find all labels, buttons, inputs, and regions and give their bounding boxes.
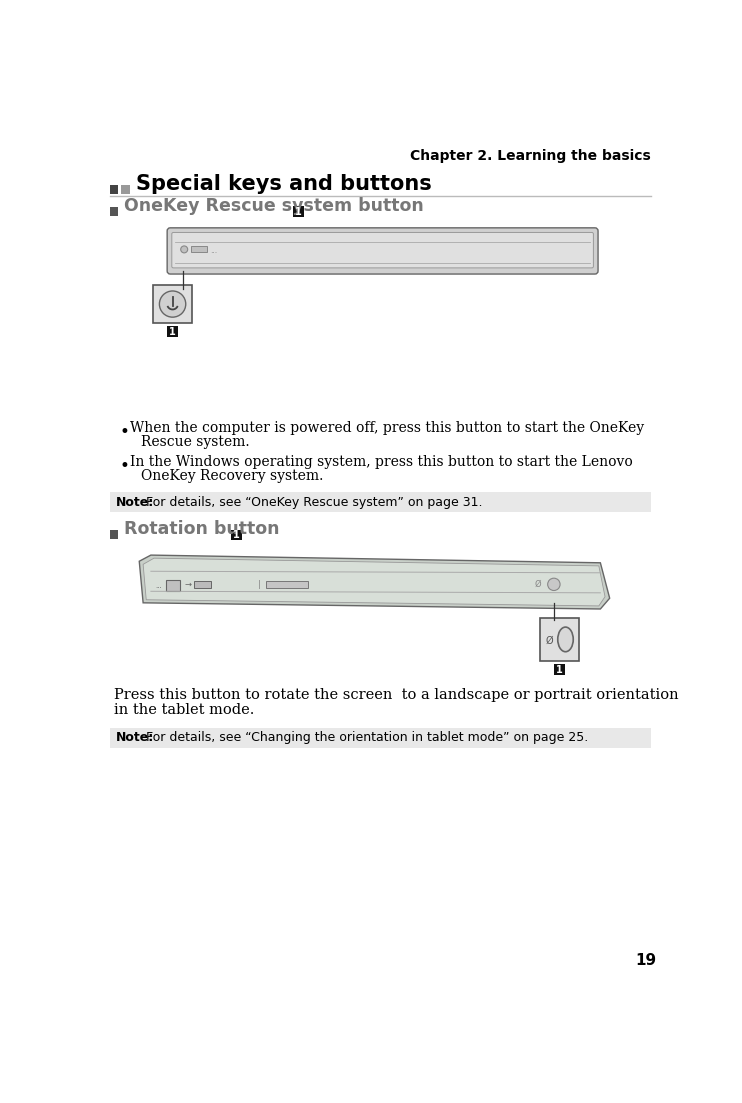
Bar <box>166 580 180 590</box>
Polygon shape <box>139 555 610 609</box>
Text: Note:: Note: <box>116 731 154 745</box>
Text: 1: 1 <box>556 665 562 675</box>
Text: in the tablet mode.: in the tablet mode. <box>114 703 255 717</box>
Text: Special keys and buttons: Special keys and buttons <box>136 174 432 194</box>
Bar <box>231 529 242 540</box>
Ellipse shape <box>558 628 574 652</box>
Text: |: | <box>257 580 260 589</box>
Text: For details, see “Changing the orientation in tablet mode” on page 25.: For details, see “Changing the orientati… <box>142 731 588 745</box>
Text: 1: 1 <box>295 206 301 216</box>
FancyBboxPatch shape <box>167 228 598 274</box>
Text: Note:: Note: <box>116 496 154 508</box>
Bar <box>292 206 303 217</box>
Text: 1: 1 <box>169 326 176 336</box>
Bar <box>122 184 130 194</box>
Text: OneKey Rescue system button: OneKey Rescue system button <box>124 196 424 215</box>
Text: Press this button to rotate the screen  to a landscape or portrait orientation: Press this button to rotate the screen t… <box>114 687 679 702</box>
FancyBboxPatch shape <box>172 233 594 268</box>
Text: •: • <box>119 457 129 474</box>
Text: Rescue system.: Rescue system. <box>141 435 249 449</box>
Text: 1: 1 <box>233 531 240 540</box>
Bar <box>554 664 565 675</box>
Bar <box>110 207 118 215</box>
Text: ...: ... <box>155 582 162 589</box>
Bar <box>540 618 579 661</box>
Bar <box>167 326 178 338</box>
Text: 19: 19 <box>636 953 657 967</box>
Bar <box>110 531 118 539</box>
Bar <box>110 728 651 748</box>
Bar <box>110 184 118 194</box>
Bar <box>194 580 211 588</box>
Text: →: → <box>185 580 192 589</box>
Bar <box>266 580 308 588</box>
Circle shape <box>160 291 186 318</box>
Text: Ø: Ø <box>545 636 553 646</box>
Bar <box>191 246 207 253</box>
Text: In the Windows operating system, press this button to start the Lenovo: In the Windows operating system, press t… <box>130 456 633 469</box>
Bar <box>110 492 651 512</box>
Circle shape <box>548 578 560 590</box>
Text: OneKey Recovery system.: OneKey Recovery system. <box>141 469 324 483</box>
Text: Chapter 2. Learning the basics: Chapter 2. Learning the basics <box>410 149 651 163</box>
Circle shape <box>181 246 188 253</box>
Text: ...: ... <box>211 246 217 256</box>
Text: •: • <box>119 422 129 441</box>
Text: Rotation button: Rotation button <box>124 521 279 538</box>
Text: When the computer is powered off, press this button to start the OneKey: When the computer is powered off, press … <box>130 421 644 435</box>
Polygon shape <box>143 558 605 606</box>
Bar <box>153 285 192 323</box>
Text: Ø: Ø <box>534 580 541 589</box>
Text: For details, see “OneKey Rescue system” on page 31.: For details, see “OneKey Rescue system” … <box>142 496 483 508</box>
